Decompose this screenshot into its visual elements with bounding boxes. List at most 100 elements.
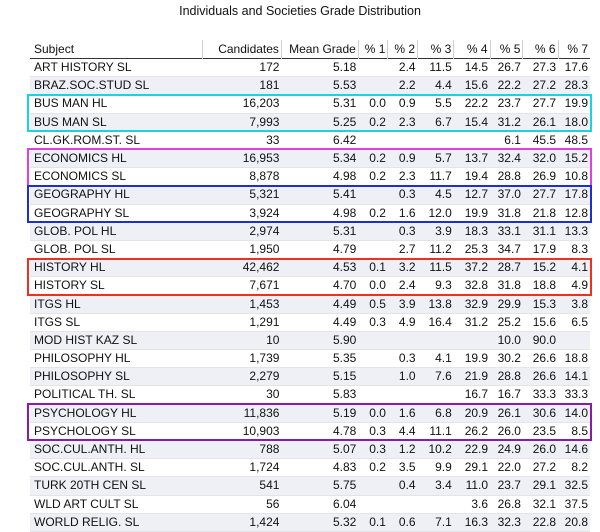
cell-pct-7: 19.9 (558, 94, 590, 114)
cell-pct-7 (558, 331, 590, 351)
cell-pct-2: 2.3 (387, 167, 418, 187)
cell-mean-grade: 5.15 (281, 367, 359, 387)
cell-pct-2: 1.0 (387, 367, 418, 387)
cell-pct-4: 32.8 (453, 276, 491, 296)
cell-pct-1 (358, 76, 388, 96)
cell-pct-2 (387, 495, 418, 514)
cell-pct-3: 9.3 (417, 276, 454, 296)
cell-pct-1: 0.0 (358, 94, 388, 114)
cell-pct-7: 17.8 (558, 185, 590, 205)
cell-pct-1: 0.2 (358, 458, 388, 478)
table-row: CL.GK.ROM.ST. SL 33 6.42 6.1 45.5 48.5 (30, 131, 590, 150)
cell-candidates: 3,924 (202, 204, 282, 223)
cell-pct-5: 28.7 (490, 258, 523, 278)
cell-mean-grade: 4.98 (281, 204, 359, 223)
cell-pct-1 (358, 240, 388, 260)
cell-pct-7: 18.0 (558, 113, 590, 132)
cell-pct-3 (417, 131, 454, 150)
cell-pct-1: 0.3 (358, 422, 388, 441)
cell-mean-grade: 4.49 (281, 294, 359, 314)
cell-subject: ECONOMICS SL (30, 167, 203, 187)
cell-pct-6: 26.0 (522, 440, 559, 460)
cell-subject: ART HISTORY SL (30, 58, 203, 78)
cell-pct-6: 27.7 (522, 185, 559, 205)
cell-pct-7: 15.2 (558, 149, 590, 169)
cell-pct-5: 32.3 (490, 513, 523, 532)
column-header-pct-5: % 5 (489, 40, 523, 59)
cell-pct-3: 5.5 (417, 94, 454, 114)
cell-subject: ITGS HL (30, 294, 203, 314)
cell-subject: CL.GK.ROM.ST. SL (30, 131, 203, 150)
cell-pct-4: 15.6 (453, 76, 491, 96)
table-title: Individuals and Societies Grade Distribu… (179, 4, 421, 18)
cell-pct-1 (358, 476, 388, 496)
table-row: BRAZ.SOC.STUD SL 181 5.53 2.2 4.4 15.6 22.2 27.… (30, 76, 590, 96)
cell-mean-grade: 4.78 (281, 422, 359, 441)
cell-candidates: 11,836 (202, 404, 282, 423)
cell-mean-grade: 4.79 (281, 240, 359, 260)
cell-pct-6: 31.1 (522, 222, 559, 241)
cell-pct-6: 30.6 (522, 404, 559, 423)
cell-pct-3: 16.4 (417, 313, 454, 332)
cell-candidates: 5,321 (202, 185, 282, 205)
cell-pct-4: 16.7 (453, 385, 491, 405)
cell-candidates: 2,974 (202, 222, 282, 241)
cell-pct-5: 10.0 (490, 331, 523, 351)
cell-pct-1: 0.2 (358, 113, 388, 132)
cell-candidates: 8,878 (202, 167, 282, 187)
cell-pct-5: 31.8 (490, 276, 523, 296)
cell-pct-4: 22.9 (453, 440, 491, 460)
cell-pct-3: 4.5 (417, 185, 454, 205)
cell-candidates: 788 (202, 440, 282, 460)
header-row: Subject Candidates Mean Grade % 1 % 2 % … (30, 40, 590, 59)
cell-pct-3: 6.7 (417, 113, 454, 132)
cell-pct-4: 20.9 (453, 404, 491, 423)
table-row: ITGS SL 1,291 4.49 0.3 4.9 16.4 31.2 25.2 15.6 6.… (30, 313, 590, 332)
cell-pct-4 (453, 131, 491, 150)
cell-candidates: 10 (202, 331, 282, 351)
cell-candidates: 7,993 (202, 113, 282, 132)
cell-pct-6: 27.2 (522, 76, 559, 96)
table-row: WLD ART CULT SL 56 6.04 3.6 26.8 32.1 37.5 (30, 495, 590, 514)
cell-pct-3: 11.2 (417, 240, 454, 260)
cell-pct-7: 4.1 (558, 258, 590, 278)
cell-subject: MOD HIST KAZ SL (30, 331, 203, 351)
cell-pct-7: 8.3 (558, 240, 590, 260)
table-row: HISTORY HL 42,462 4.53 0.1 3.2 11.5 37.2 28.7 15… (30, 258, 590, 278)
cell-pct-6: 27.3 (522, 58, 559, 78)
cell-mean-grade: 6.42 (281, 131, 359, 150)
cell-candidates: 10,903 (202, 422, 282, 441)
cell-pct-2 (387, 131, 418, 150)
table-row: PHILOSOPHY HL 1,739 5.35 0.3 4.1 19.9 30.2 26.6… (30, 349, 590, 369)
cell-pct-3: 7.6 (417, 367, 454, 387)
cell-mean-grade: 5.31 (281, 222, 359, 241)
table-body: ART HISTORY SL 172 5.18 2.4 11.5 14.5 26.7 27.3… (30, 58, 590, 532)
cell-candidates: 1,950 (202, 240, 282, 260)
column-header-candidates: Candidates (201, 40, 282, 59)
cell-candidates: 2,279 (202, 367, 282, 387)
cell-pct-3: 7.1 (417, 513, 454, 532)
cell-pct-7: 4.9 (558, 276, 590, 296)
cell-subject: BRAZ.SOC.STUD SL (30, 76, 203, 96)
cell-mean-grade: 5.07 (281, 440, 359, 460)
cell-pct-2: 2.4 (387, 276, 418, 296)
cell-mean-grade: 4.83 (281, 458, 359, 478)
cell-pct-1: 0.2 (358, 149, 388, 169)
cell-pct-5: 26.8 (490, 495, 523, 514)
grade-distribution-table: Subject Candidates Mean Grade % 1 % 2 % … (30, 40, 590, 532)
cell-pct-4: 15.4 (453, 113, 491, 132)
cell-pct-3: 6.8 (417, 404, 454, 423)
cell-mean-grade: 5.35 (281, 349, 359, 369)
cell-pct-3: 3.9 (417, 222, 454, 241)
cell-pct-5: 30.2 (490, 349, 523, 369)
cell-candidates: 1,291 (202, 313, 282, 332)
cell-pct-1: 0.3 (358, 313, 388, 332)
cell-pct-1 (358, 131, 388, 150)
cell-pct-3: 9.9 (417, 458, 454, 478)
cell-pct-4: 13.7 (453, 149, 491, 169)
cell-subject: BUS MAN SL (30, 113, 203, 132)
table-row: HISTORY SL 7,671 4.70 0.0 2.4 9.3 32.8 31.8 18.8… (30, 276, 590, 296)
cell-candidates: 1,453 (202, 294, 282, 314)
cell-pct-7: 20.8 (558, 513, 590, 532)
table-row: WORLD RELIG. SL 1,424 5.32 0.1 0.6 7.1 16.3 32.… (30, 513, 590, 532)
